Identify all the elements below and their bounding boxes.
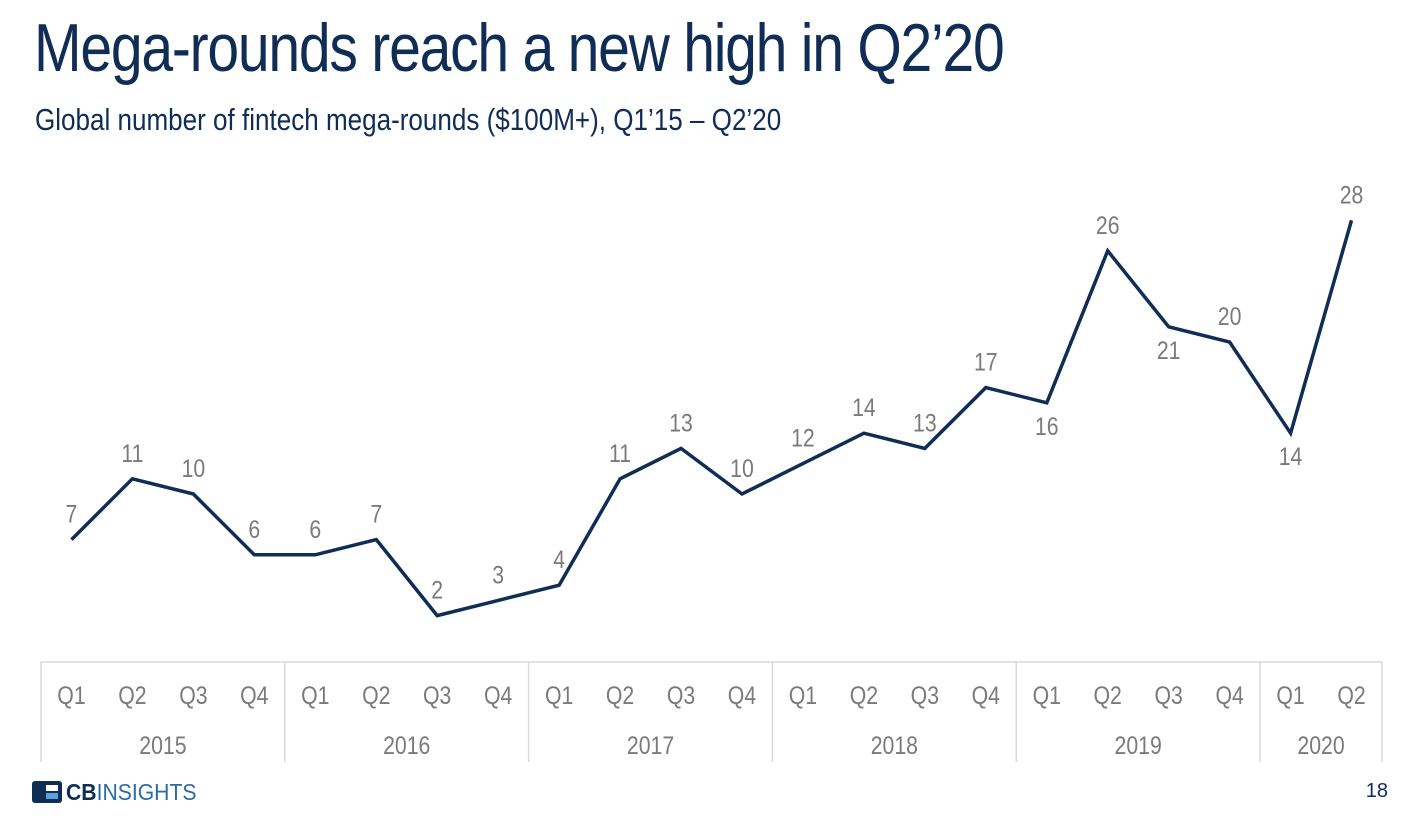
data-label: 11 xyxy=(609,439,631,467)
page-title: Mega-rounds reach a new high in Q2’20 xyxy=(34,10,1005,86)
brand-wordmark-light: INSIGHTS xyxy=(96,778,197,805)
x-group-label-2015: 2015 xyxy=(139,731,186,759)
x-tick-label: Q3 xyxy=(179,681,207,709)
data-label: 7 xyxy=(66,500,78,528)
x-tick-label: Q3 xyxy=(423,681,451,709)
brand-wordmark: CBINSIGHTS xyxy=(66,779,197,806)
x-tick-label: Q3 xyxy=(667,681,695,709)
cb-insights-mark-icon xyxy=(32,781,62,803)
brand-wordmark-bold: CB xyxy=(66,778,97,805)
data-label: 7 xyxy=(370,500,382,528)
x-tick-label: Q1 xyxy=(301,681,329,709)
data-label: 2 xyxy=(431,576,443,604)
x-group-label-2016: 2016 xyxy=(383,731,430,759)
x-group-label-2020: 2020 xyxy=(1297,731,1344,759)
data-label: 10 xyxy=(730,454,754,482)
cb-insights-logo: CBINSIGHTS xyxy=(32,779,208,806)
data-label: 26 xyxy=(1096,211,1120,239)
x-tick-label: Q1 xyxy=(57,681,85,709)
x-tick-label: Q3 xyxy=(1154,681,1182,709)
data-label: 20 xyxy=(1218,302,1242,330)
data-label: 16 xyxy=(1035,412,1059,440)
x-tick-label: Q1 xyxy=(1276,681,1304,709)
x-tick-label: Q1 xyxy=(789,681,817,709)
data-label: 12 xyxy=(791,424,815,452)
data-label: 14 xyxy=(1279,443,1303,471)
x-tick-label: Q2 xyxy=(850,681,878,709)
x-tick-label: Q2 xyxy=(1094,681,1122,709)
x-tick-label: Q2 xyxy=(118,681,146,709)
x-tick-label: Q4 xyxy=(972,681,1000,709)
x-group-label-2018: 2018 xyxy=(871,731,918,759)
x-tick-label: Q3 xyxy=(911,681,939,709)
x-tick-label: Q1 xyxy=(545,681,573,709)
page-number: 18 xyxy=(1365,780,1388,802)
data-label: 21 xyxy=(1157,336,1181,364)
x-tick-label: Q1 xyxy=(1033,681,1061,709)
series-line xyxy=(70,219,1354,618)
data-label: 6 xyxy=(248,515,260,543)
x-tick-label: Q2 xyxy=(362,681,390,709)
data-label: 14 xyxy=(852,394,876,422)
x-tick-label: Q2 xyxy=(606,681,634,709)
data-label: 13 xyxy=(913,409,937,437)
x-tick-label: Q2 xyxy=(1337,681,1365,709)
data-label: 3 xyxy=(492,561,504,589)
data-label: 11 xyxy=(121,439,143,467)
data-label: 6 xyxy=(309,515,321,543)
data-label: 10 xyxy=(182,454,206,482)
x-tick-label: Q4 xyxy=(240,681,268,709)
data-label: 17 xyxy=(974,348,998,376)
data-label: 13 xyxy=(669,409,693,437)
page-subtitle: Global number of fintech mega-rounds ($1… xyxy=(35,102,782,137)
x-tick-label: Q4 xyxy=(484,681,512,709)
x-group-label-2017: 2017 xyxy=(627,731,674,759)
x-tick-label: Q4 xyxy=(1215,681,1243,709)
x-tick-label: Q4 xyxy=(728,681,756,709)
data-label: 28 xyxy=(1340,181,1364,209)
x-group-label-2019: 2019 xyxy=(1115,731,1162,759)
data-label: 4 xyxy=(553,546,565,574)
